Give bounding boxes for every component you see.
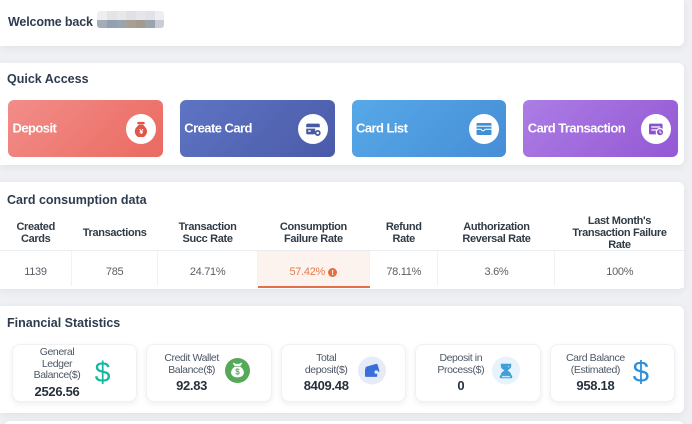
- svg-text:$: $: [235, 368, 240, 377]
- svg-text:¥: ¥: [139, 126, 144, 135]
